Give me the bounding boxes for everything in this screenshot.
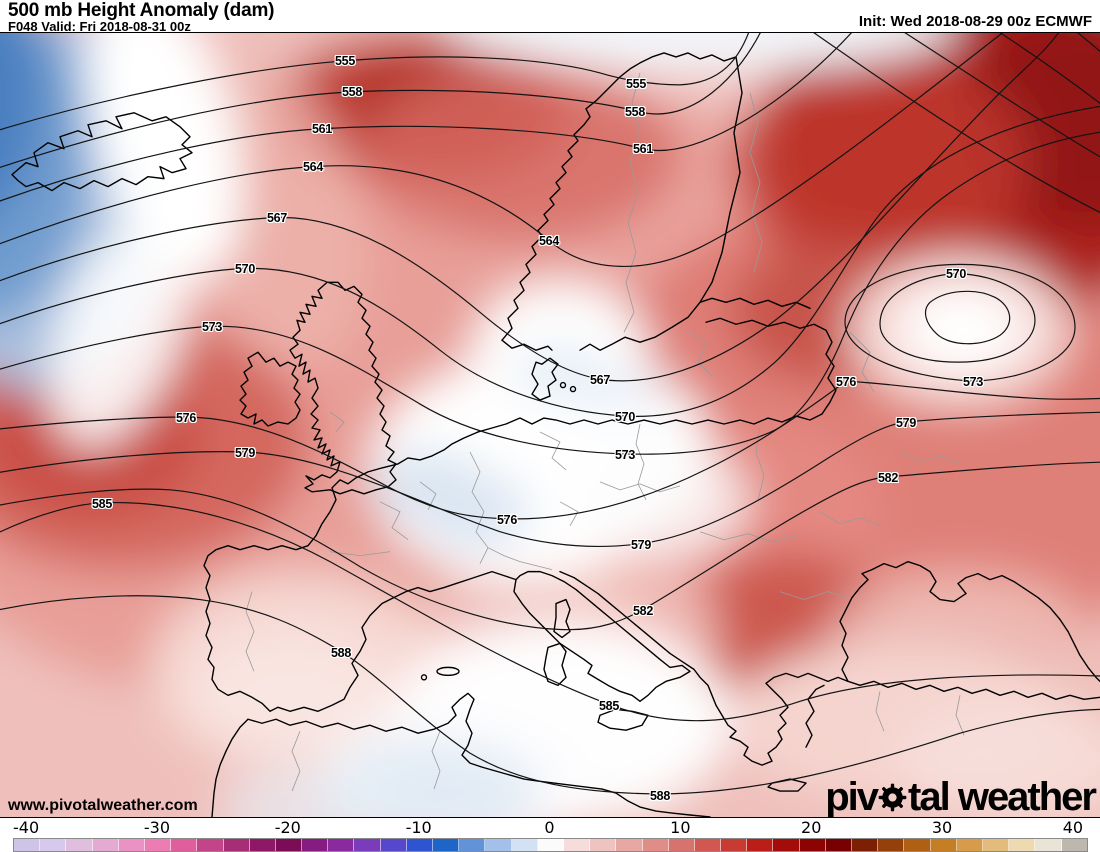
admin-borders	[245, 72, 965, 792]
colorbar-tick-label: 30	[931, 818, 953, 837]
contour-label: 588	[650, 789, 670, 803]
logo-text-suffix: tal weather	[908, 775, 1097, 818]
logo-text-prefix: piv	[825, 775, 879, 818]
colorbar-cell	[433, 839, 460, 851]
coastlines	[11, 52, 1100, 817]
colorbar-cell	[144, 839, 172, 851]
colorbar-cell	[1035, 839, 1062, 851]
colorbar-cell	[747, 839, 774, 851]
colorbar-cell	[302, 839, 329, 851]
contour-label: 576	[497, 513, 517, 527]
colorbar-cell	[773, 839, 800, 851]
colorbar-cell	[197, 839, 224, 851]
contour-label: 573	[963, 375, 983, 389]
colorbar-cell	[354, 839, 381, 851]
contour-label: 588	[331, 646, 351, 660]
colorbar-ticks: -40 -30 -20 -10 0 10 20 30 40	[0, 818, 1100, 837]
contour-label: 567	[267, 211, 287, 225]
contour-label: 582	[633, 604, 653, 618]
contour-label: 567	[590, 373, 610, 387]
contour-label: 561	[633, 142, 653, 156]
map-canvas	[0, 33, 1100, 817]
contour-label: 573	[615, 448, 635, 462]
colorbar-cell	[40, 839, 67, 851]
contour-label: 585	[599, 699, 619, 713]
colorbar-tick-label: -40	[13, 818, 40, 837]
header: 500 mb Height Anomaly (dam) F048 Valid: …	[0, 0, 1100, 34]
colorbar-cell	[721, 839, 748, 851]
watermark: www.pivotalweather.com	[8, 797, 198, 814]
colorbar-cell	[563, 839, 591, 851]
colorbar-cell	[249, 839, 276, 851]
colorbar-cell	[1009, 839, 1036, 851]
colorbar-tick-label: -20	[274, 818, 301, 837]
colorbar-cell	[118, 839, 145, 851]
contour-label: 570	[235, 262, 255, 276]
colorbar-cell	[982, 839, 1010, 851]
colorbar-cell	[171, 839, 198, 851]
contour-label: 582	[878, 471, 898, 485]
colorbar-tick-label: 10	[670, 818, 691, 837]
colorbar-cell	[511, 839, 538, 851]
pivotal-weather-logo: piv tal weather	[825, 775, 1097, 818]
colorbar-area: -40 -30 -20 -10 0 10 20 30 40	[0, 818, 1100, 852]
contour-label: 555	[626, 77, 646, 91]
contour-label: 570	[946, 267, 966, 281]
colorbar-cell	[275, 839, 303, 851]
colorbar-cell	[223, 839, 250, 851]
colorbar-cell	[1061, 839, 1087, 851]
contour-label: 555	[335, 54, 355, 68]
colorbar-cell	[380, 839, 407, 851]
colorbar-cell	[930, 839, 957, 851]
colorbar-cell	[590, 839, 617, 851]
contour-label: 558	[625, 105, 645, 119]
contour-label: 579	[631, 538, 651, 552]
colorbar-cell	[642, 839, 669, 851]
contour-label: 576	[176, 411, 196, 425]
gear-icon	[878, 783, 907, 812]
colorbar-cell	[852, 839, 879, 851]
colorbar-tick-label: 0	[544, 818, 555, 837]
contour-label: 579	[235, 446, 255, 460]
contour-label: 564	[303, 160, 323, 174]
colorbar-tick-label: -10	[405, 818, 432, 837]
colorbar-cell	[904, 839, 931, 851]
colorbar-cell	[878, 839, 905, 851]
colorbar-tick-label: 40	[1062, 818, 1084, 837]
colorbar-cell	[485, 839, 512, 851]
colorbar-cell	[799, 839, 826, 851]
colorbar-cell	[66, 839, 93, 851]
weather-map: 555 555 558 558 561 561 564 564 567 567 570 570 570 5…	[0, 32, 1100, 818]
colorbar-cell	[14, 839, 41, 851]
contour-label: 558	[342, 85, 362, 99]
anomaly-shading	[0, 33, 1100, 817]
contour-label: 576	[836, 375, 856, 389]
colorbar-cell	[459, 839, 486, 851]
page-title: 500 mb Height Anomaly (dam)	[8, 0, 275, 21]
colorbar-cell	[616, 839, 643, 851]
colorbar-cell	[537, 839, 564, 851]
init-time-label: Init: Wed 2018-08-29 00z ECMWF	[858, 13, 1092, 30]
valid-time-label: F048 Valid: Fri 2018-08-31 00z	[8, 19, 191, 34]
colorbar-cell	[406, 839, 433, 851]
contour-label: 561	[312, 122, 332, 136]
contour-label: 570	[615, 410, 635, 424]
colorbar-tick-label: -30	[143, 818, 171, 837]
colorbar-cell	[694, 839, 722, 851]
height-contours	[0, 33, 1100, 795]
contour-labels: 555 555 558 558 561 561 564 564 567 567 570 570 570 5…	[0, 33, 1100, 817]
contour-label: 564	[539, 234, 559, 248]
colorbar-cell	[825, 839, 852, 851]
colorbar-cell	[328, 839, 355, 851]
contour-label: 579	[896, 416, 916, 430]
contour-label: 585	[92, 497, 112, 511]
contour-label: 573	[202, 320, 222, 334]
colorbar-cell	[668, 839, 695, 851]
colorbar-cell	[956, 839, 983, 851]
colorbar-cell	[92, 839, 119, 851]
colorbar-tick-label: 20	[801, 818, 822, 837]
